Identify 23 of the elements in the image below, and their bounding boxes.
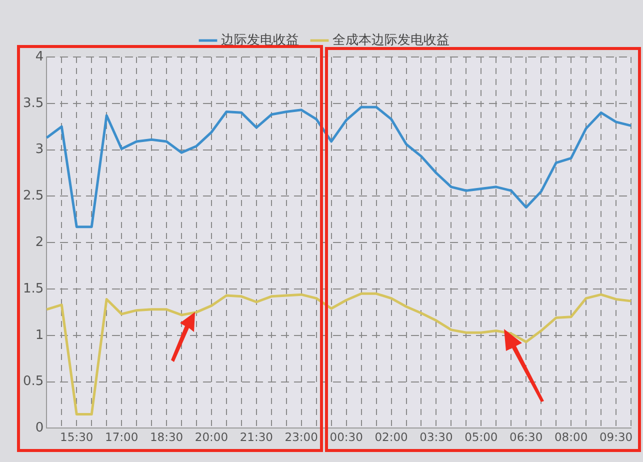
x-tick-label: 09:30 bbox=[599, 430, 633, 444]
x-tick-label: 02:00 bbox=[374, 430, 408, 444]
x-tick-label: 15:30 bbox=[60, 430, 94, 444]
y-tick-label: 1 bbox=[35, 328, 44, 343]
y-tick-label: 0 bbox=[35, 420, 44, 436]
legend-label: 全成本边际发电收益 bbox=[332, 32, 450, 48]
x-tick-label: 20:00 bbox=[194, 430, 228, 444]
y-tick-label: 1.5 bbox=[22, 281, 44, 296]
y-tick-label: 2 bbox=[35, 234, 44, 250]
y-tick-label: 0.5 bbox=[22, 374, 44, 390]
y-tick-label: 4 bbox=[35, 49, 44, 64]
y-tick-label: 3 bbox=[35, 142, 44, 158]
x-tick-label: 06:30 bbox=[510, 430, 543, 444]
x-tick-label: 03:30 bbox=[420, 430, 453, 444]
x-tick-label: 00:30 bbox=[330, 430, 363, 444]
y-tick-label: 2.5 bbox=[22, 188, 44, 204]
x-tick-label: 23:00 bbox=[284, 430, 318, 444]
x-tick-label: 18:30 bbox=[150, 430, 184, 444]
y-tick-label: 3.5 bbox=[22, 96, 44, 111]
x-tick-label: 17:00 bbox=[105, 430, 138, 444]
x-tick-label: 08:00 bbox=[554, 430, 588, 444]
x-tick-label: 21:30 bbox=[240, 430, 274, 444]
x-tick-label: 05:00 bbox=[464, 430, 498, 444]
